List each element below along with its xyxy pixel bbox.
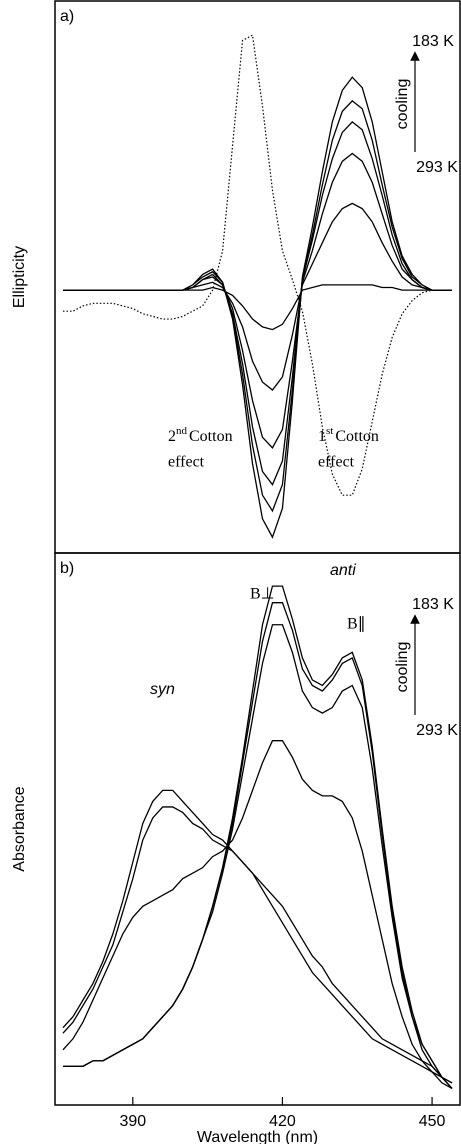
curve [62, 121, 453, 486]
b-perp-label: B⊥ [250, 586, 275, 603]
x-tick-label: 450 [419, 1113, 446, 1130]
curve [62, 624, 453, 1089]
panel-label: b) [60, 560, 74, 577]
plot-frame [54, 552, 461, 1106]
curve [62, 284, 453, 331]
cotton-word: Cotton [189, 428, 233, 445]
cotton-label: 2nd Cotton [168, 425, 233, 445]
cotton-effect: effect [168, 454, 205, 471]
curve [62, 585, 453, 1089]
cotton-number: 1 [318, 428, 326, 445]
arrow-label-top: 183 K [412, 33, 454, 50]
curve [62, 152, 453, 449]
arrow-label-bottom: 293 K [416, 159, 458, 176]
cotton-label: 1st Cotton [318, 425, 379, 445]
arrow-label-middle: cooling [394, 642, 411, 693]
panel-label: a) [60, 8, 74, 25]
x-tick-label: 420 [269, 1113, 296, 1130]
anti-label: anti [330, 562, 356, 579]
arrow-label-top: 183 K [412, 596, 454, 613]
syn-label: syn [150, 681, 175, 698]
curve [62, 806, 453, 1084]
y-axis-title: Absorbance [11, 786, 28, 871]
x-tick-label: 390 [119, 1113, 146, 1130]
b-par-label: B∥ [347, 616, 366, 633]
x-axis-title: Wavelength (nm) [197, 1129, 318, 1144]
cotton-effect: effect [318, 454, 355, 471]
y-axis-title: Ellipticity [11, 246, 28, 308]
curve [62, 34, 453, 496]
curve [62, 740, 453, 1090]
cotton-ordinal: st [326, 425, 333, 437]
curve [62, 789, 453, 1084]
cotton-ordinal: nd [176, 425, 188, 437]
arrow-label-bottom: 293 K [416, 722, 458, 739]
cotton-number: 2 [168, 428, 176, 445]
arrow-label-middle: cooling [394, 79, 411, 130]
cotton-word: Cotton [335, 428, 379, 445]
